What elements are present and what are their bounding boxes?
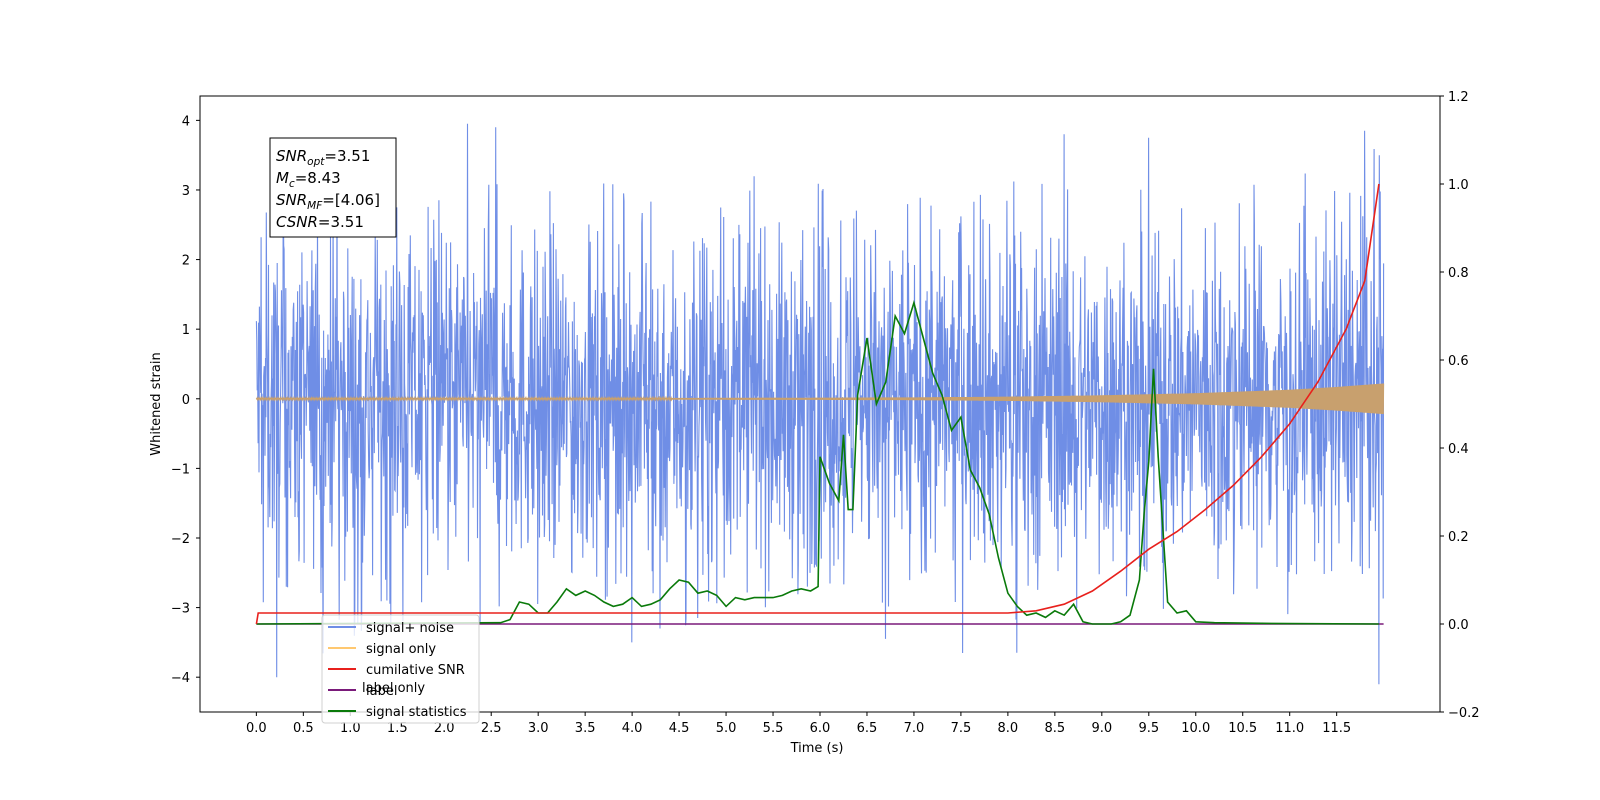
stat-value: =8.43 — [295, 169, 341, 187]
stat-value: =[4.06] — [322, 191, 380, 209]
stat-line: CSNR=3.51 — [276, 213, 364, 231]
stat-base: SNR — [276, 191, 307, 209]
y-axis-label: Whitened strain — [149, 352, 164, 455]
y2-tick-label: 1.2 — [1448, 90, 1469, 105]
y2-tick-label: −0.2 — [1448, 706, 1480, 721]
y2-tick-label: 0.2 — [1448, 530, 1469, 545]
stat-value: =3.51 — [318, 213, 364, 231]
stat-base: CSNR — [276, 213, 318, 231]
x-tick-label: 3.0 — [528, 721, 549, 736]
x-tick-label: 11.0 — [1275, 721, 1304, 736]
x-tick-label: 8.0 — [998, 721, 1019, 736]
y-tick-label: −1 — [171, 462, 190, 477]
stat-subscript: c — [289, 178, 295, 190]
y-axis-ticks: 4 3 2 1 0 −1 −2 −3 −4 — [171, 114, 200, 686]
legend-overlap-text: label only — [362, 681, 425, 696]
x-tick-label: 1.5 — [387, 721, 408, 736]
stats-box-frame — [269, 137, 397, 238]
stat-line: SNRMF=[4.06] — [276, 191, 380, 212]
x-tick-label: 10.0 — [1181, 721, 1210, 736]
y-tick-label: −2 — [171, 532, 190, 547]
x-tick-label: 3.5 — [575, 721, 596, 736]
x-axis-label: Time (s) — [790, 741, 844, 756]
legend-label: signal+ noise — [366, 621, 454, 636]
stat-base: M — [276, 169, 289, 187]
x-tick-label: 5.0 — [716, 721, 737, 736]
stat-line: SNRopt=3.51 — [276, 147, 370, 168]
y2-tick-label: 0.6 — [1448, 354, 1469, 369]
x-tick-label: 2.0 — [434, 721, 455, 736]
x-tick-label: 8.5 — [1045, 721, 1066, 736]
x-tick-label: 4.0 — [622, 721, 643, 736]
stat-subscript: MF — [307, 200, 323, 212]
legend-frame — [321, 614, 480, 724]
y2-tick-label: 1.0 — [1448, 178, 1469, 193]
cumulative-snr-line — [255, 183, 1380, 625]
y-tick-label: −3 — [171, 602, 190, 617]
y-tick-label: 2 — [182, 254, 190, 269]
x-tick-label: 5.5 — [763, 721, 784, 736]
x-tick-label: 1.0 — [340, 721, 361, 736]
x-tick-label: 9.5 — [1138, 721, 1159, 736]
x-tick-label: 7.0 — [904, 721, 925, 736]
x-tick-label: 0.5 — [293, 721, 314, 736]
y2-tick-label: 0.4 — [1448, 442, 1469, 457]
signal-only-line — [255, 383, 1385, 415]
stat-base: SNR — [276, 147, 307, 165]
x-tick-label: 11.5 — [1322, 721, 1351, 736]
signal-statistics-line — [256, 299, 1379, 625]
x-tick-label: 6.0 — [810, 721, 831, 736]
legend: label only signal+ noise signal only cumila… — [321, 614, 480, 724]
stat-line: Mc=8.43 — [276, 169, 341, 190]
x-tick-label: 9.0 — [1091, 721, 1112, 736]
y2-axis-ticks: 1.2 1.0 0.8 0.6 0.4 0.2 0.0 −0.2 — [1440, 90, 1480, 721]
legend-label: signal only — [366, 642, 436, 657]
y-tick-label: −4 — [171, 671, 190, 686]
x-tick-label: 4.5 — [669, 721, 690, 736]
legend-label: signal statistics — [366, 705, 467, 720]
y2-tick-label: 0.0 — [1448, 618, 1469, 633]
stat-value: =3.51 — [324, 147, 370, 165]
y2-tick-label: 0.8 — [1448, 266, 1469, 281]
y-tick-label: 1 — [182, 323, 190, 338]
x-tick-label: 2.5 — [481, 721, 502, 736]
legend-label: cumilative SNR — [366, 663, 465, 678]
signal-noise-line — [255, 123, 1385, 685]
x-tick-label: 7.5 — [951, 721, 972, 736]
y-tick-label: 3 — [182, 184, 190, 199]
x-tick-label: 6.5 — [857, 721, 878, 736]
stat-subscript: opt — [307, 156, 325, 168]
x-tick-label: 0.0 — [246, 721, 267, 736]
x-tick-label: 10.5 — [1228, 721, 1257, 736]
x-axis-ticks: 0.0 0.5 1.0 1.5 2.0 2.5 3.0 3.5 4.0 4.5 5.0 5.5 6.0 6… — [246, 712, 1351, 736]
y-tick-label: 0 — [182, 393, 190, 408]
y-tick-label: 4 — [182, 114, 190, 129]
legend-label: label — [366, 684, 397, 699]
